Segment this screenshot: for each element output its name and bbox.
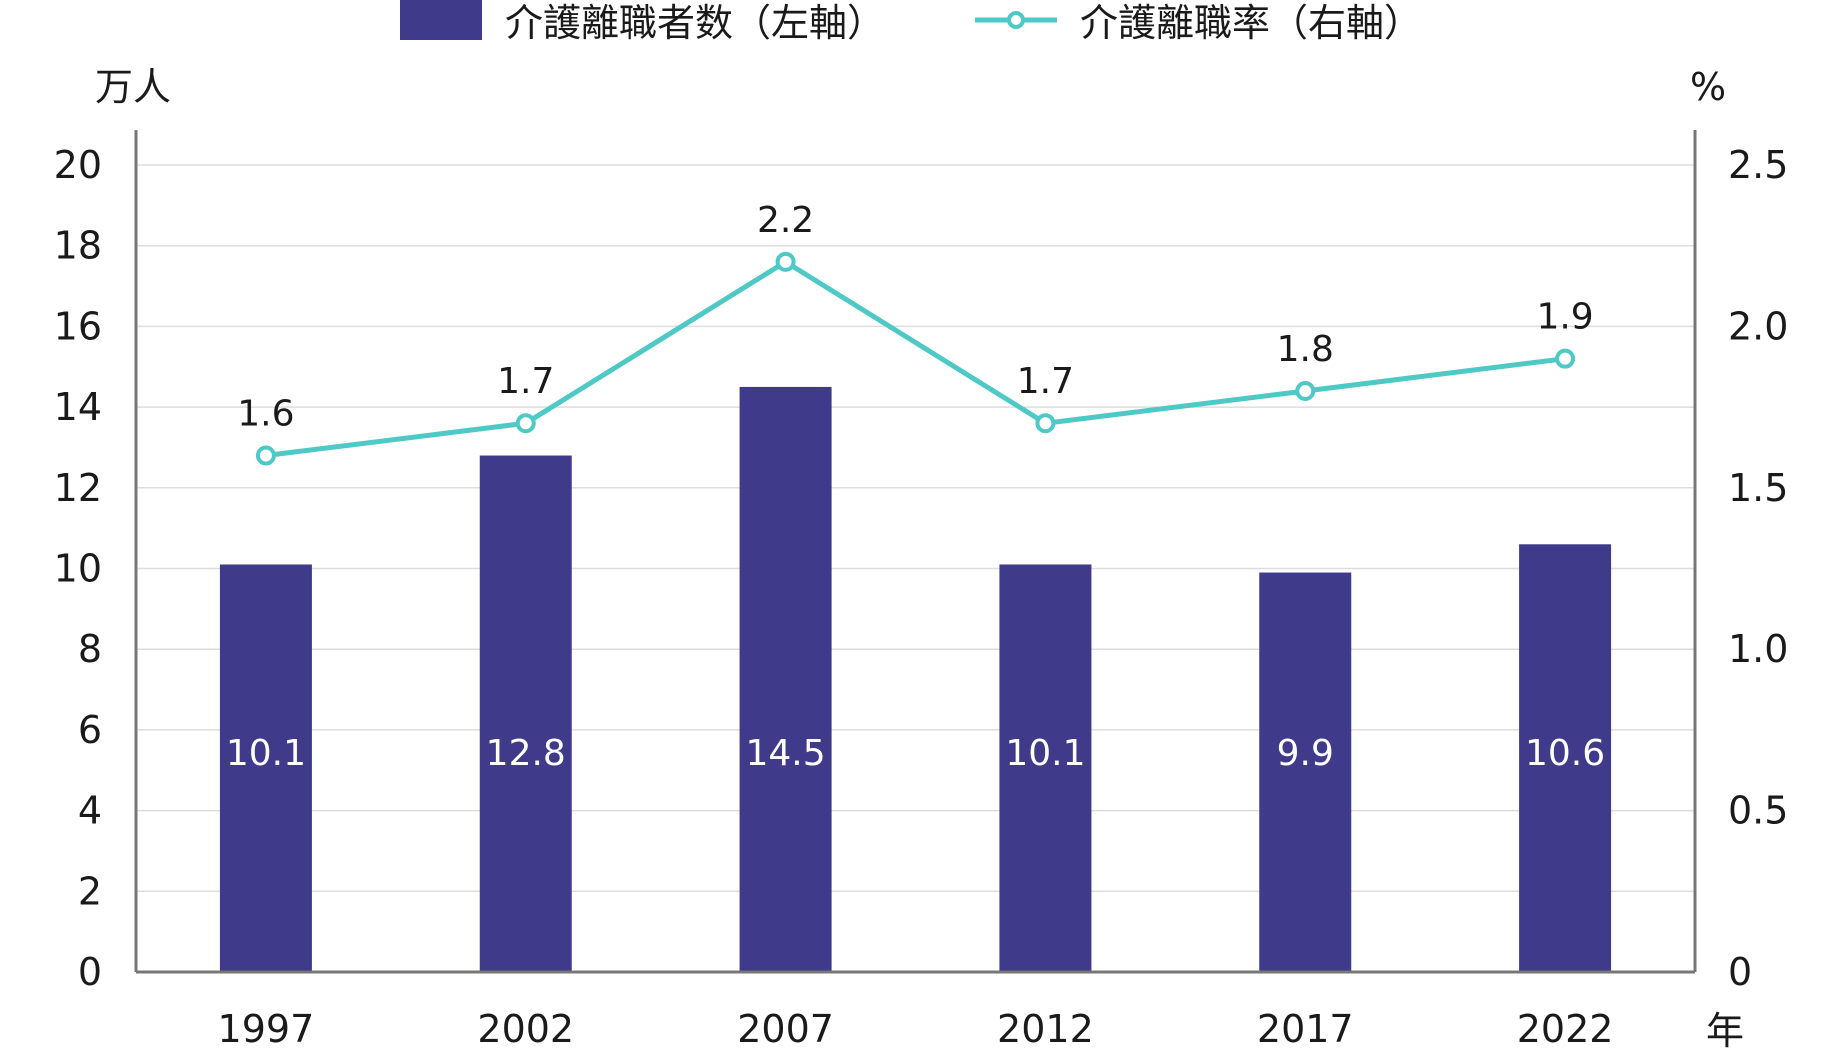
right-tick-label: 0.5 [1728,789,1788,833]
bar-value-label: 9.9 [1277,733,1334,774]
left-tick-label: 18 [54,224,102,268]
line-path [265,259,1566,459]
bar-value-label: 14.5 [746,733,826,774]
legend: 介護離職者数（左軸） 介護離職率（右軸） [400,0,1422,45]
bar-value-label: 10.6 [1525,733,1605,774]
legend-bar-swatch [400,0,482,40]
left-axis-unit: 万人 [95,65,171,109]
bar-value-label: 10.1 [1005,733,1085,774]
line-point [1035,413,1056,434]
legend-bar-label: 介護離職者数（左軸） [505,1,885,45]
tick-labels: 0 2 4 6 8 10 12 14 16 18 20 0 0.5 1.0 1.5 2.0 2.5 1997 200… [54,143,1789,1048]
left-tick-label: 16 [54,304,102,348]
line-value-label: 1.8 [1277,329,1334,370]
x-tick-label: 2007 [737,1007,834,1048]
line-value-label: 1.7 [1017,361,1074,402]
line-value-label: 1.7 [497,361,554,402]
left-tick-label: 10 [54,547,102,591]
line-series: 1.6 1.7 2.2 1.7 1.8 1.9 [237,200,1594,466]
bar [1259,572,1352,972]
bar [739,386,832,972]
x-tick-label: 2002 [477,1007,574,1048]
line-point [255,445,276,466]
legend-line-marker [1007,11,1025,29]
bar [219,564,312,972]
x-axis-unit: 年 [1706,1009,1744,1048]
line-value-label: 1.6 [237,394,294,435]
left-tick-label: 2 [78,869,102,913]
line-point [515,413,536,434]
left-tick-label: 4 [78,789,102,833]
bar-value-label: 12.8 [486,733,566,774]
x-tick-label: 2022 [1517,1007,1614,1048]
bar [1519,544,1612,972]
right-tick-label: 2.0 [1728,304,1788,348]
line-point [1295,380,1316,401]
gridlines [136,164,1695,893]
line-point [1555,348,1576,369]
line-point [775,251,796,272]
left-tick-label: 8 [78,627,102,671]
axes [134,130,1697,974]
left-tick-label: 20 [54,143,102,187]
left-tick-label: 12 [54,466,102,510]
right-tick-label: 2.5 [1728,143,1788,187]
line-value-label: 1.9 [1536,297,1593,338]
left-tick-label: 0 [78,950,102,994]
right-tick-label: 1.0 [1728,627,1788,671]
right-tick-label: 0 [1728,950,1752,994]
bar-value-label: 10.1 [226,733,306,774]
right-axis-unit: % [1690,65,1726,109]
x-tick-label: 2017 [1257,1007,1354,1048]
left-tick-label: 14 [54,385,102,429]
bar [999,564,1092,972]
bar-series: 10.1 12.8 14.5 10.1 9.9 10.6 [219,386,1612,972]
x-tick-label: 2012 [997,1007,1094,1048]
x-tick-label: 1997 [218,1007,315,1048]
right-tick-label: 1.5 [1728,466,1788,510]
line-value-label: 2.2 [757,200,814,241]
bar [479,455,572,972]
left-tick-label: 6 [78,708,102,752]
legend-line-label: 介護離職率（右軸） [1080,1,1422,45]
